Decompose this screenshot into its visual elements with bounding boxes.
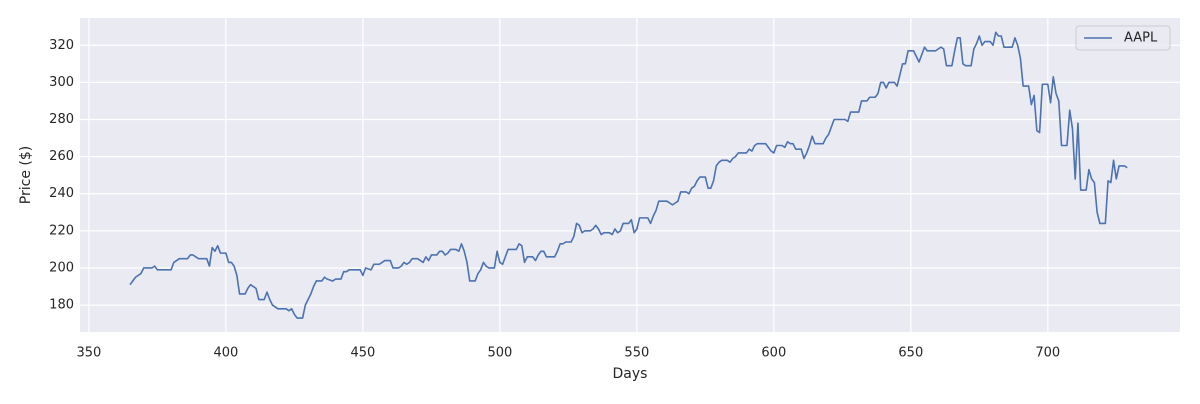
- grid: [80, 18, 1180, 332]
- legend-label: AAPL: [1124, 31, 1158, 46]
- x-tick-label: 600: [761, 346, 786, 361]
- y-tick-label: 240: [49, 186, 74, 201]
- x-tick-label: 400: [213, 346, 238, 361]
- x-tick-label: 350: [76, 346, 101, 361]
- marks: [129, 31, 1128, 319]
- x-tick-label: 650: [898, 346, 923, 361]
- y-tick-label: 320: [49, 38, 74, 53]
- y-tick-label: 200: [49, 260, 74, 275]
- y-axis-label: Price ($): [18, 146, 34, 204]
- y-tick-label: 260: [49, 149, 74, 164]
- y-tick-label: 180: [49, 298, 74, 313]
- x-tick-label: 450: [350, 346, 375, 361]
- x-tick-label: 550: [624, 346, 649, 361]
- plot-area: [80, 18, 1180, 332]
- y-tick-label: 220: [49, 223, 74, 238]
- x-tick-label: 700: [1035, 346, 1060, 361]
- y-tick-label: 300: [49, 75, 74, 90]
- line-series: [129, 31, 1128, 319]
- x-axis-label: Days: [613, 366, 648, 382]
- y-tick-label: 280: [49, 112, 74, 127]
- x-tick-label: 500: [487, 346, 512, 361]
- legend-box: [1075, 25, 1171, 51]
